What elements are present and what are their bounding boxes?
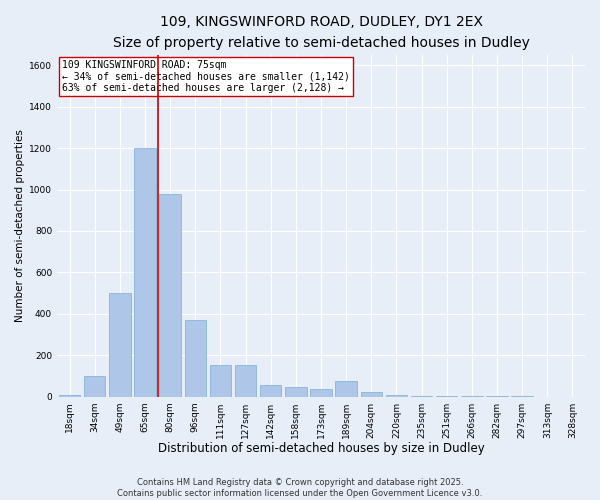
Bar [260, 385, 281, 396]
Bar [386, 394, 407, 396]
Text: 109 KINGSWINFORD ROAD: 75sqm
← 34% of semi-detached houses are smaller (1,142)
6: 109 KINGSWINFORD ROAD: 75sqm ← 34% of se… [62, 60, 350, 94]
Bar [285, 388, 307, 396]
Bar [335, 381, 357, 396]
Bar [185, 320, 206, 396]
Y-axis label: Number of semi-detached properties: Number of semi-detached properties [15, 130, 25, 322]
X-axis label: Distribution of semi-detached houses by size in Dudley: Distribution of semi-detached houses by … [158, 442, 484, 455]
Bar [84, 376, 106, 396]
Bar [310, 390, 332, 396]
Title: 109, KINGSWINFORD ROAD, DUDLEY, DY1 2EX
Size of property relative to semi-detach: 109, KINGSWINFORD ROAD, DUDLEY, DY1 2EX … [113, 15, 529, 50]
Bar [235, 364, 256, 396]
Bar [210, 364, 231, 396]
Bar [160, 194, 181, 396]
Bar [59, 394, 80, 396]
Bar [109, 293, 131, 397]
Bar [134, 148, 156, 396]
Bar [361, 392, 382, 396]
Text: Contains HM Land Registry data © Crown copyright and database right 2025.
Contai: Contains HM Land Registry data © Crown c… [118, 478, 482, 498]
